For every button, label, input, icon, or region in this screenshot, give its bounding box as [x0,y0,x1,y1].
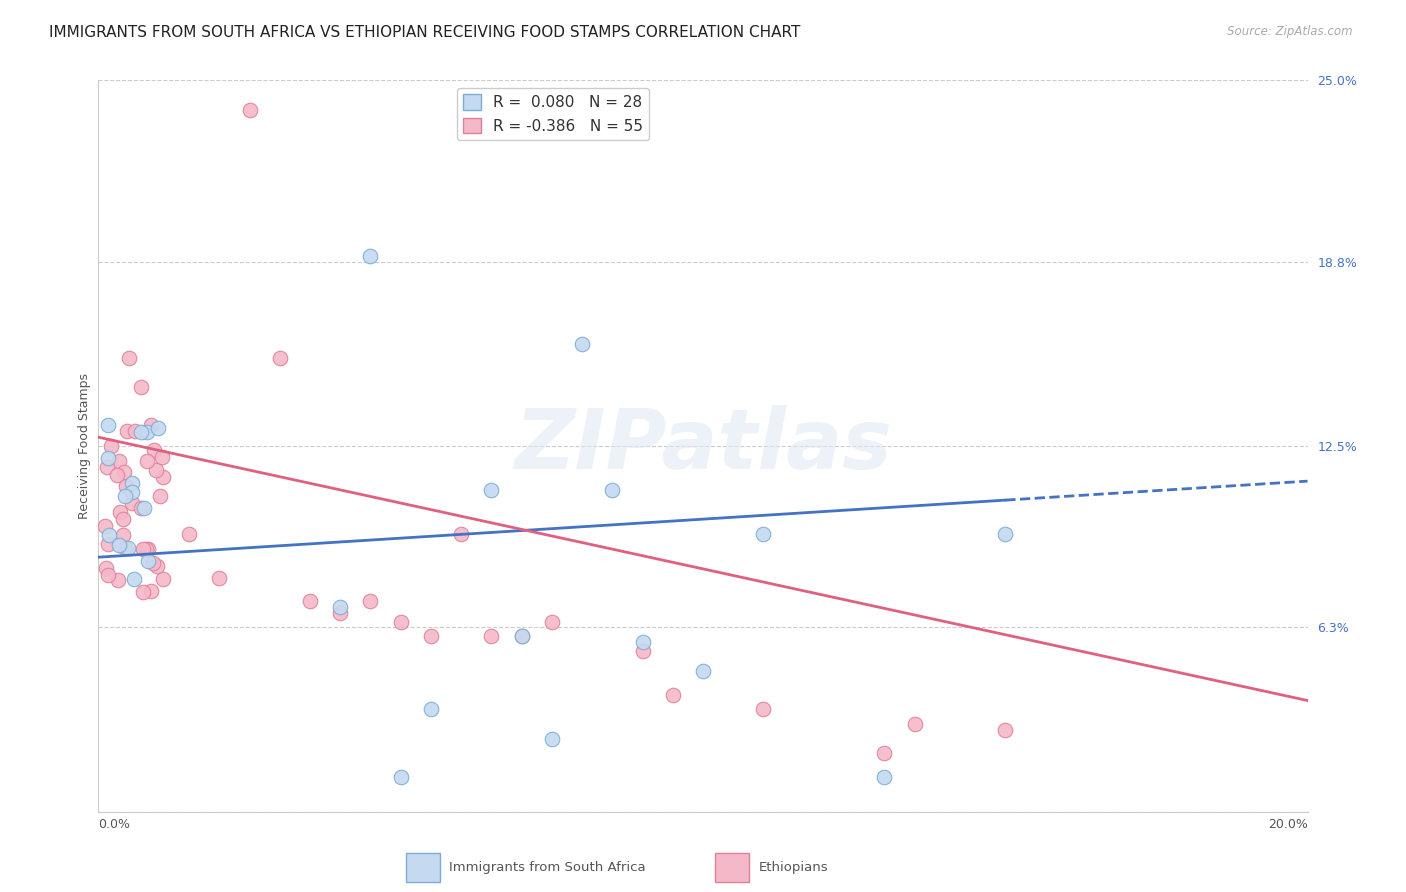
Text: Source: ZipAtlas.com: Source: ZipAtlas.com [1227,25,1353,38]
Point [131,425,153,439]
Point [661,688,683,702]
Point [360,594,382,608]
Bar [406,854,440,881]
Point [329,606,352,620]
Point [208,571,231,585]
Point [692,665,714,679]
Point [121,485,143,500]
Point [135,453,157,467]
Point [873,770,896,784]
Point [389,770,412,784]
Point [481,629,503,643]
Point [602,483,624,497]
Point [420,629,443,643]
Y-axis label: Receiving Food Stamps: Receiving Food Stamps [79,373,91,519]
Point [510,629,533,643]
Point [111,528,134,542]
Point [239,103,262,117]
Point [117,541,139,555]
Point [124,425,146,439]
Point [136,541,159,556]
Point [121,476,143,491]
Point [150,450,173,464]
Text: IMMIGRANTS FROM SOUTH AFRICA VS ETHIOPIAN RECEIVING FOOD STAMPS CORRELATION CHAR: IMMIGRANTS FROM SOUTH AFRICA VS ETHIOPIA… [49,25,800,40]
Point [389,615,412,629]
Point [118,351,141,366]
Point [114,489,136,503]
Point [96,561,118,575]
Point [299,594,322,608]
Point [146,421,169,435]
Point [129,501,152,516]
Point [100,439,122,453]
Point [105,468,128,483]
Point [146,558,169,573]
Point [94,518,117,533]
Text: ZIPatlas: ZIPatlas [515,406,891,486]
Point [108,454,131,468]
Text: Ethiopians: Ethiopians [759,861,828,874]
Point [994,723,1017,737]
Point [571,336,593,351]
Text: 20.0%: 20.0% [1268,818,1308,830]
Point [269,351,291,366]
Point [97,536,120,550]
Point [873,746,896,760]
Point [97,568,120,582]
Point [143,442,166,457]
Point [129,380,152,394]
Point [111,512,134,526]
Point [141,417,163,432]
Point [135,425,157,439]
Point [115,479,138,493]
Point [540,731,562,746]
Point [994,526,1017,541]
Point [152,572,174,586]
Point [141,583,163,598]
Legend: R =  0.080   N = 28, R = -0.386   N = 55: R = 0.080 N = 28, R = -0.386 N = 55 [457,88,650,140]
Point [97,451,120,466]
Point [112,465,135,479]
Point [631,644,654,658]
Point [420,702,443,716]
Text: Immigrants from South Africa: Immigrants from South Africa [450,861,645,874]
Text: 0.0%: 0.0% [98,818,131,830]
Point [149,489,172,503]
Point [152,470,174,484]
Point [179,526,201,541]
Point [450,526,472,541]
Point [132,501,155,516]
Point [904,717,927,731]
Point [142,556,165,570]
Point [135,542,157,557]
Point [96,460,118,475]
Point [131,542,153,557]
Bar [716,854,749,881]
Point [115,424,138,438]
Point [97,418,120,433]
Point [97,528,120,542]
Point [108,538,131,552]
Point [510,629,533,643]
Point [360,249,382,263]
Point [752,526,775,541]
Point [107,574,129,588]
Point [136,554,159,568]
Point [481,483,503,497]
Point [122,573,145,587]
Point [329,599,352,614]
Point [121,496,143,510]
Point [108,505,131,519]
Point [145,463,167,477]
Point [631,635,654,649]
Point [540,615,562,629]
Point [114,541,136,555]
Point [752,702,775,716]
Point [132,585,155,599]
